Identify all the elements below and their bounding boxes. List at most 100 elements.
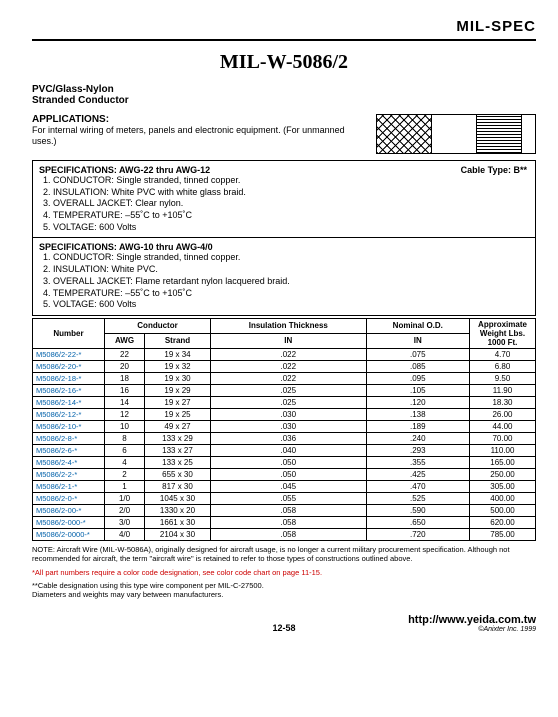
- footer-url: http://www.yeida.com.tw: [296, 614, 536, 626]
- table-cell: 4.70: [470, 348, 536, 360]
- table-row: M5086/2-10-*1049 x 27.030.18944.00: [33, 420, 536, 432]
- col-conductor: Conductor: [105, 318, 211, 333]
- brand-header: MIL-SPEC: [32, 18, 536, 39]
- table-cell: 1661 x 30: [145, 516, 211, 528]
- table-cell: 4: [105, 456, 145, 468]
- table-cell: 12: [105, 408, 145, 420]
- cable-end-segment: [522, 115, 535, 153]
- table-cell: .025: [211, 384, 367, 396]
- cable-plain-segment: [432, 115, 477, 153]
- table-cell: M5086/2-22-*: [33, 348, 105, 360]
- note-extra: **Cable designation using this type wire…: [32, 581, 536, 600]
- table-row: M5086/2-22-*2219 x 34.022.0754.70: [33, 348, 536, 360]
- table-cell: 110.00: [470, 444, 536, 456]
- table-cell: 44.00: [470, 420, 536, 432]
- table-cell: 8: [105, 432, 145, 444]
- table-cell: 11.90: [470, 384, 536, 396]
- table-cell: 70.00: [470, 432, 536, 444]
- col-awg: AWG: [105, 333, 145, 348]
- page-title: MIL-W-5086/2: [32, 51, 536, 74]
- spec-list-1: 1. CONDUCTOR: Single stranded, tinned co…: [43, 175, 529, 233]
- subtitle-line-1: PVC/Glass-Nylon: [32, 84, 536, 95]
- table-cell: .055: [211, 492, 367, 504]
- table-cell: .040: [211, 444, 367, 456]
- table-cell: 817 x 30: [145, 480, 211, 492]
- note-main: NOTE: Aircraft Wire (MIL-W-5086A), origi…: [32, 545, 536, 564]
- table-row: M5086/2-0000-*4/02104 x 30.058.720785.00: [33, 528, 536, 540]
- table-row: M5086/2-14-*1419 x 27.025.12018.30: [33, 396, 536, 408]
- table-cell: M5086/2-14-*: [33, 396, 105, 408]
- table-cell: .650: [366, 516, 469, 528]
- table-cell: .030: [211, 420, 367, 432]
- table-cell: .425: [366, 468, 469, 480]
- table-cell: 22: [105, 348, 145, 360]
- table-cell: 400.00: [470, 492, 536, 504]
- table-cell: .022: [211, 372, 367, 384]
- table-cell: 16: [105, 384, 145, 396]
- spec-block-1: Cable Type: B** SPECIFICATIONS: AWG-22 t…: [33, 161, 535, 238]
- table-cell: 2104 x 30: [145, 528, 211, 540]
- table-cell: .058: [211, 516, 367, 528]
- table-cell: .120: [366, 396, 469, 408]
- table-cell: M5086/2-10-*: [33, 420, 105, 432]
- table-cell: .189: [366, 420, 469, 432]
- table-cell: 6.80: [470, 360, 536, 372]
- table-cell: .355: [366, 456, 469, 468]
- table-cell: 655 x 30: [145, 468, 211, 480]
- table-cell: .293: [366, 444, 469, 456]
- spec-item: 5. VOLTAGE: 600 Volts: [43, 299, 529, 311]
- col-insulation: Insulation Thickness: [211, 318, 367, 333]
- table-cell: .470: [366, 480, 469, 492]
- table-cell: 18.30: [470, 396, 536, 408]
- table-cell: .022: [211, 360, 367, 372]
- table-cell: .105: [366, 384, 469, 396]
- table-cell: 19 x 34: [145, 348, 211, 360]
- col-in-2: IN: [366, 333, 469, 348]
- table-cell: 785.00: [470, 528, 536, 540]
- table-cell: 1045 x 30: [145, 492, 211, 504]
- table-row: M5086/2-16-*1619 x 29.025.10511.90: [33, 384, 536, 396]
- table-cell: .030: [211, 408, 367, 420]
- table-cell: M5086/2-12-*: [33, 408, 105, 420]
- table-cell: .525: [366, 492, 469, 504]
- table-cell: 2/0: [105, 504, 145, 516]
- table-row: M5086/2-20-*2019 x 32.022.0856.80: [33, 360, 536, 372]
- table-cell: 1: [105, 480, 145, 492]
- table-cell: 133 x 25: [145, 456, 211, 468]
- table-cell: 500.00: [470, 504, 536, 516]
- col-weight: Approximate Weight Lbs. 1000 Ft.: [470, 318, 536, 348]
- table-cell: M5086/2-8-*: [33, 432, 105, 444]
- table-row: M5086/2-4-*4133 x 25.050.355165.00: [33, 456, 536, 468]
- table-cell: 2: [105, 468, 145, 480]
- col-nominal: Nominal O.D.: [366, 318, 469, 333]
- spec-title-2: SPECIFICATIONS: AWG-10 thru AWG-4/0: [39, 242, 529, 252]
- table-cell: M5086/2-20-*: [33, 360, 105, 372]
- table-cell: .075: [366, 348, 469, 360]
- table-row: M5086/2-6-*6133 x 27.040.293110.00: [33, 444, 536, 456]
- subtitle-line-2: Stranded Conductor: [32, 95, 536, 106]
- table-cell: 250.00: [470, 468, 536, 480]
- table-cell: M5086/2-16-*: [33, 384, 105, 396]
- spec-box: Cable Type: B** SPECIFICATIONS: AWG-22 t…: [32, 160, 536, 316]
- spec-block-2: SPECIFICATIONS: AWG-10 thru AWG-4/0 1. C…: [33, 238, 535, 314]
- table-cell: M5086/2-18-*: [33, 372, 105, 384]
- table-cell: 3/0: [105, 516, 145, 528]
- spec-list-2: 1. CONDUCTOR: Single stranded, tinned co…: [43, 252, 529, 310]
- page-footer: 12-58 http://www.yeida.com.tw ©Anixter I…: [32, 614, 536, 633]
- table-header-row-2: AWG Strand IN IN: [33, 333, 536, 348]
- table-row: M5086/2-1-*1817 x 30.045.470305.00: [33, 480, 536, 492]
- table-row: M5086/2-2-*2655 x 30.050.425250.00: [33, 468, 536, 480]
- spec-item: 4. TEMPERATURE: –55˚C to +105˚C: [43, 210, 529, 222]
- table-cell: 1330 x 20: [145, 504, 211, 516]
- table-cell: 18: [105, 372, 145, 384]
- table-cell: .590: [366, 504, 469, 516]
- spec-item: 2. INSULATION: White PVC with white glas…: [43, 187, 529, 199]
- table-cell: 305.00: [470, 480, 536, 492]
- spec-item: 3. OVERALL JACKET: Clear nylon.: [43, 198, 529, 210]
- table-cell: 620.00: [470, 516, 536, 528]
- table-cell: .050: [211, 468, 367, 480]
- table-cell: 1/0: [105, 492, 145, 504]
- table-row: M5086/2-00-*2/01330 x 20.058.590500.00: [33, 504, 536, 516]
- spec-item: 1. CONDUCTOR: Single stranded, tinned co…: [43, 175, 529, 187]
- applications-heading: APPLICATIONS:: [32, 114, 368, 125]
